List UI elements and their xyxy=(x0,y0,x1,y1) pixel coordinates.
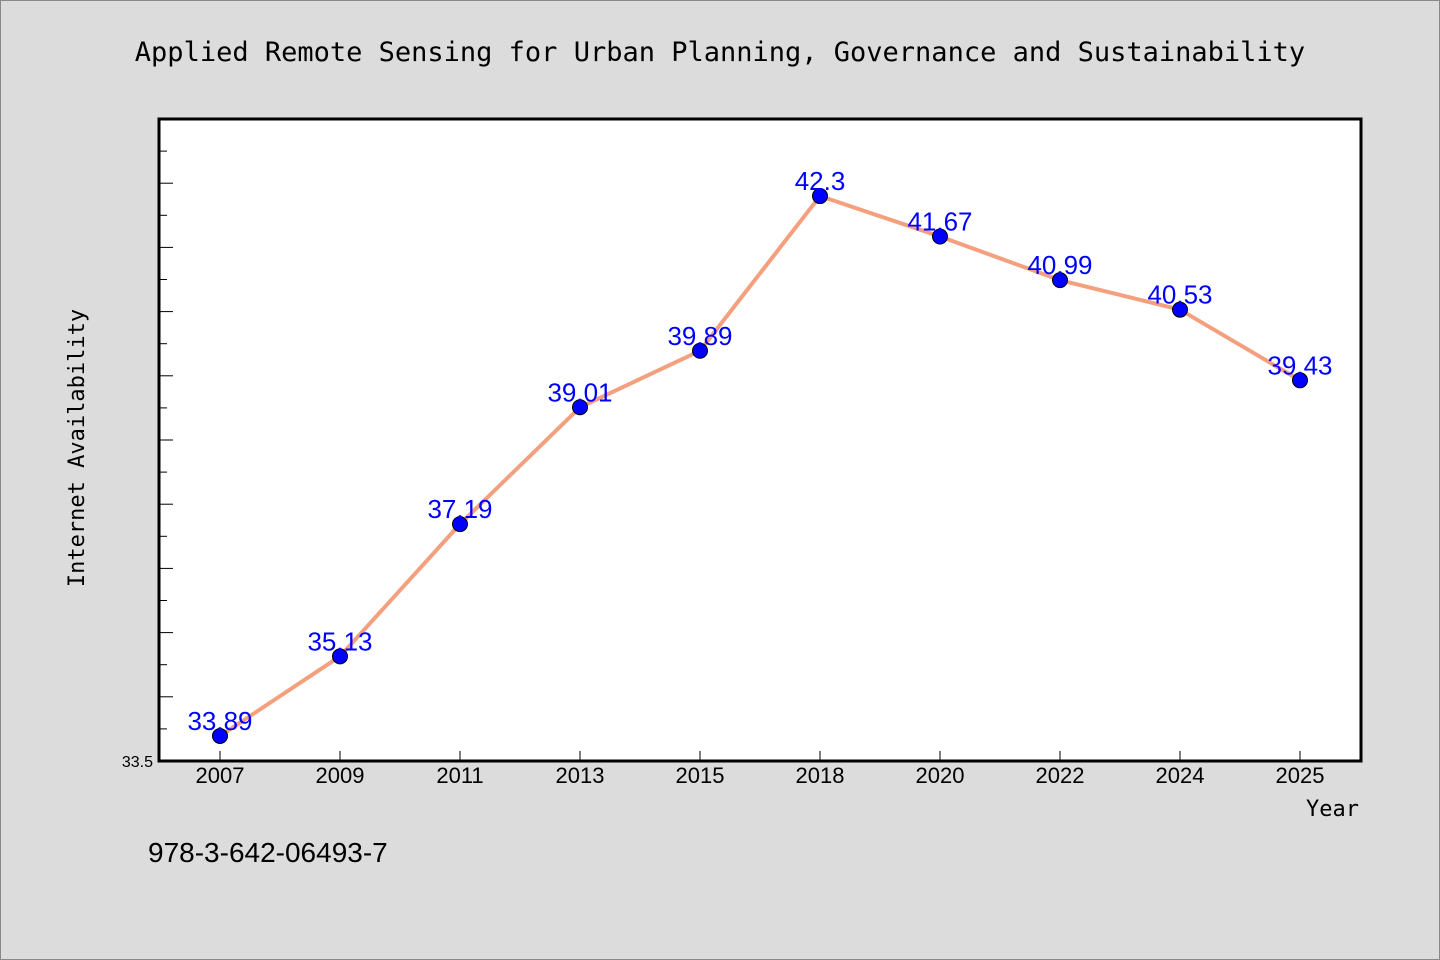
data-point xyxy=(452,516,468,533)
x-tick-label: 2009 xyxy=(316,763,365,788)
x-tick-label: 2015 xyxy=(676,763,725,788)
plot-border xyxy=(157,117,1363,763)
data-labels: 33.89 35.13 37.19 39.01 39.89 42.3 41.67 40.99 4… xyxy=(187,166,1332,736)
data-label: 41.67 xyxy=(907,206,972,236)
y-axis-min-label: 33.5 xyxy=(122,754,153,771)
series-line-group xyxy=(218,194,1302,738)
data-label: 35.13 xyxy=(307,626,372,656)
series-line xyxy=(218,194,1302,738)
data-label: 37.19 xyxy=(427,494,492,524)
data-label: 33.89 xyxy=(187,706,252,736)
x-tick-label: 2022 xyxy=(1036,763,1085,788)
x-tick-label: 2020 xyxy=(916,763,965,788)
x-tick-label: 2007 xyxy=(196,763,245,788)
isbn-text: 978-3-642-06493-7 xyxy=(148,837,388,868)
data-label: 42.3 xyxy=(795,166,846,196)
x-axis-ticks: 2007 2009 2011 2013 2015 2018 2020 2022 2024 2025 xyxy=(196,751,1325,788)
x-tick-label: 2011 xyxy=(436,763,483,788)
x-tick-label: 2013 xyxy=(556,763,605,788)
data-label: 39.43 xyxy=(1267,350,1332,380)
plot-area xyxy=(159,119,1361,761)
data-label: 39.89 xyxy=(667,321,732,351)
series-markers xyxy=(212,188,1308,744)
data-label: 40.99 xyxy=(1027,250,1092,280)
x-tick-label: 2025 xyxy=(1276,763,1325,788)
data-point xyxy=(1052,272,1068,289)
data-point xyxy=(1292,372,1308,389)
data-point xyxy=(1172,301,1188,318)
chart-title: Applied Remote Sensing for Urban Plannin… xyxy=(135,37,1305,68)
y-axis-label: Internet Availability xyxy=(65,309,90,587)
x-axis-label: Year xyxy=(1306,797,1359,822)
data-point xyxy=(212,727,228,744)
x-tick-label: 2018 xyxy=(796,763,845,788)
data-point xyxy=(692,342,708,359)
x-tick-label: 2024 xyxy=(1156,763,1205,788)
data-label: 40.53 xyxy=(1147,280,1212,310)
data-label: 39.01 xyxy=(547,377,612,407)
data-point xyxy=(572,399,588,416)
data-point xyxy=(932,228,948,245)
data-point xyxy=(812,188,828,205)
data-point xyxy=(332,648,348,665)
